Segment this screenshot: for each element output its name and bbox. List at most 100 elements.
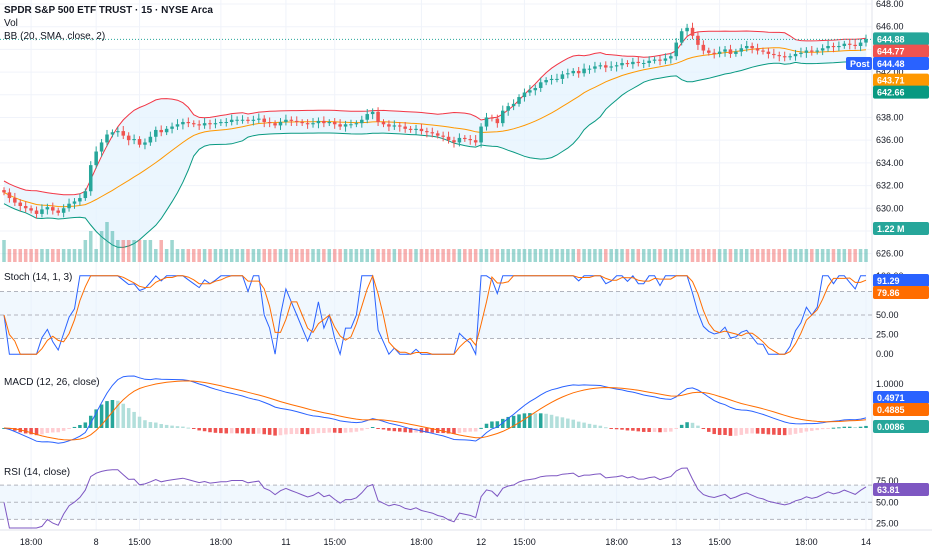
candle-body	[18, 202, 23, 206]
candle-body	[397, 125, 402, 127]
macd-histogram-bar	[419, 428, 424, 433]
macd-histogram-bar	[45, 428, 50, 433]
macd-histogram-bar	[576, 421, 581, 428]
candle-body	[332, 122, 337, 125]
volume-bar	[484, 249, 489, 262]
candle-body	[728, 49, 733, 54]
volume-bar	[229, 249, 234, 262]
candle-body	[506, 106, 510, 111]
macd-histogram-bar	[338, 428, 342, 434]
macd-histogram-bar	[696, 425, 700, 428]
rsi-tick-label: 25.00	[876, 519, 899, 529]
candle-body	[349, 124, 353, 126]
candle-body	[712, 52, 716, 54]
macd-histogram-bar	[826, 428, 830, 429]
price-panel[interactable]	[2, 22, 868, 248]
macd-histogram-bar	[360, 428, 364, 431]
candle-body	[170, 126, 174, 129]
macd-histogram-bar	[658, 428, 662, 433]
candle-body	[587, 68, 592, 70]
candle-body	[441, 135, 445, 137]
macd-histogram-bar	[164, 424, 169, 428]
candle-body	[316, 120, 321, 124]
candle-body	[511, 103, 516, 107]
macd-histogram-bar	[257, 428, 261, 434]
price-tick-label: 630.00	[876, 203, 904, 213]
volume-bar	[788, 249, 792, 262]
candle-body	[29, 208, 33, 211]
macd-histogram-bar	[229, 428, 234, 434]
volume-bar	[294, 249, 299, 262]
stoch-panel[interactable]	[0, 274, 872, 357]
volume-bar	[528, 249, 532, 262]
volume-bar	[593, 249, 597, 262]
macd-histogram-bar	[457, 428, 462, 433]
candle-body	[72, 201, 77, 204]
macd-hist-badge-bg	[873, 420, 929, 433]
stoch-legend: Stoch (14, 1, 3)	[4, 272, 72, 283]
macd-histogram-bar	[94, 409, 98, 428]
volume-bar	[441, 249, 445, 262]
volume-bar	[820, 249, 825, 262]
stoch-d-badge: 79.86	[877, 288, 900, 298]
volume-bar	[490, 249, 494, 262]
time-axis[interactable]: 18:00 8 15:00 18:00 11 15:00 18:00 12 15:00 18:00…	[20, 537, 871, 547]
macd-histogram-bar	[463, 428, 467, 433]
macd-tick-label: 1.0000	[876, 379, 904, 389]
volume-bar	[847, 249, 852, 262]
candle-body	[143, 142, 147, 145]
candle-body	[544, 80, 548, 83]
time-tick-label: 15:00	[708, 537, 731, 547]
time-tick-label: 8	[94, 537, 99, 547]
price-tick-label: 632.00	[876, 181, 904, 191]
volume-panel[interactable]	[2, 222, 868, 262]
volume-bar	[45, 249, 50, 262]
candle-body	[782, 56, 787, 58]
post-label: Post	[850, 59, 870, 69]
candle-body	[430, 132, 435, 134]
macd-histogram-bar	[202, 428, 207, 432]
macd-histogram-bar	[34, 428, 39, 436]
candle-body	[164, 128, 169, 133]
time-tick-label: 11	[281, 537, 290, 547]
macd-histogram-bar	[224, 428, 229, 434]
macd-panel[interactable]	[2, 375, 868, 444]
rsi-panel[interactable]	[0, 467, 872, 529]
candle-body	[528, 90, 532, 93]
candle-body	[820, 48, 825, 51]
bb-basis-badge-bg	[873, 73, 929, 87]
candle-body	[858, 42, 863, 46]
macd-histogram-bar	[815, 428, 819, 431]
time-tick-label: 13	[671, 537, 681, 547]
macd-histogram-bar	[517, 414, 521, 428]
volume-bar	[620, 249, 624, 262]
macd-histogram-bar	[452, 428, 456, 434]
macd-histogram-bar	[674, 428, 679, 429]
macd-histogram-bar	[51, 428, 55, 433]
candle-body	[723, 49, 727, 52]
macd-histogram-bar	[604, 427, 608, 429]
volume-bar	[463, 249, 467, 262]
macd-histogram-bar	[788, 428, 792, 435]
candle-body	[647, 60, 651, 64]
rsi-badge: 63.81	[877, 485, 900, 495]
candle-body	[631, 61, 635, 65]
candle-body	[278, 122, 283, 126]
volume-bar	[679, 249, 684, 262]
stoch-tick-label: 0.00	[876, 349, 894, 359]
candle-body	[197, 124, 201, 126]
volume-bar	[625, 249, 630, 262]
volume-bar	[674, 249, 679, 262]
price-tick-label: 634.00	[876, 158, 904, 168]
macd-histogram-bar	[430, 428, 435, 433]
volume-bar	[397, 249, 402, 262]
volume-bar	[343, 249, 348, 262]
volume-bar	[34, 249, 39, 262]
candle-body	[538, 82, 543, 88]
macd-histogram-bar	[143, 420, 147, 428]
volume-bar	[219, 249, 223, 262]
macd-histogram-bar	[370, 427, 375, 429]
volume-bar	[235, 249, 239, 262]
volume-bar	[430, 249, 435, 262]
